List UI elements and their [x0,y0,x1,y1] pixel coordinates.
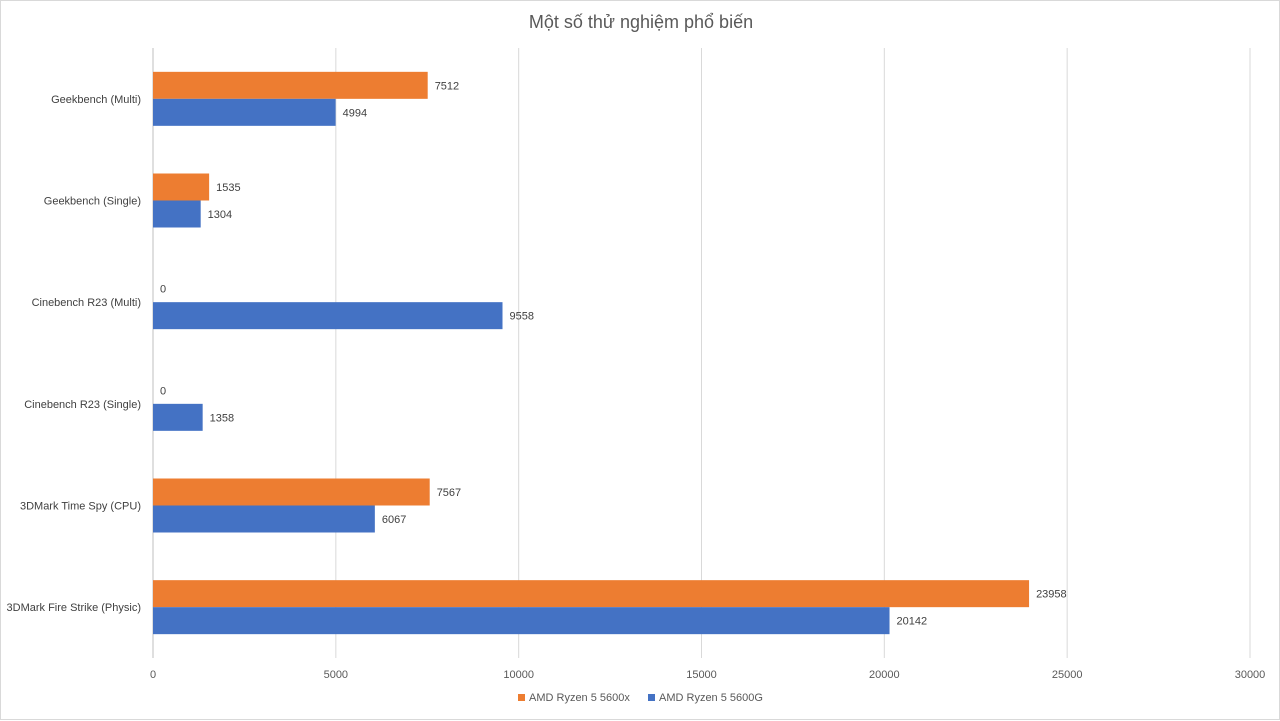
category-label: 3DMark Time Spy (CPU) [20,501,141,513]
x-tick-label: 20000 [869,669,900,681]
bar-amd-ryzen-5-5600g [153,403,203,431]
category-label: Cinebench R23 (Single) [24,399,141,411]
data-label: 9558 [510,311,534,323]
x-tick-label: 10000 [503,669,534,681]
bar-amd-ryzen-5-5600x [153,478,430,506]
x-tick-label: 5000 [324,669,348,681]
data-label: 0 [160,385,166,397]
data-label: 23958 [1036,589,1067,601]
data-label: 0 [160,284,166,296]
data-labels: 7512 4994 1535 1304 0 9558 0 1358 7567 6067 23958 2… [160,80,1067,627]
legend-label: AMD Ryzen 5 5600x [529,692,630,704]
data-label: 4994 [343,107,367,119]
legend-swatch [518,694,525,701]
data-label: 1535 [216,182,240,194]
legend-label: AMD Ryzen 5 5600G [659,692,763,704]
bar-amd-ryzen-5-5600g [153,302,503,330]
data-label: 20142 [897,616,928,628]
gridlines [152,48,1251,658]
x-tick-label: 25000 [1052,669,1083,681]
data-label: 1358 [210,412,234,424]
chart-title: Một số thử nghiệm phổ biến [529,12,753,32]
value-axis: 0 5000 10000 15000 20000 25000 30000 [150,669,1265,681]
legend: AMD Ryzen 5 5600x AMD Ryzen 5 5600G [518,692,763,704]
bar-amd-ryzen-5-5600g [153,98,336,126]
x-tick-label: 15000 [686,669,717,681]
bar-amd-ryzen-5-5600g [153,200,201,228]
bars [153,71,1030,635]
category-label: Geekbench (Single) [44,196,141,208]
bar-amd-ryzen-5-5600x [153,173,210,201]
bar-amd-ryzen-5-5600x [153,71,428,99]
data-label: 7512 [435,80,459,92]
x-tick-label: 0 [150,669,156,681]
category-label: Geekbench (Multi) [51,94,141,106]
bar-amd-ryzen-5-5600g [153,505,375,533]
data-label: 6067 [382,514,406,526]
category-label: Cinebench R23 (Multi) [32,297,141,309]
bar-amd-ryzen-5-5600g [153,607,890,635]
category-axis: Geekbench (Multi) Geekbench (Single) Cineb… [7,94,141,614]
data-label: 1304 [208,209,232,221]
x-tick-label: 30000 [1235,669,1266,681]
bar-amd-ryzen-5-5600x [153,580,1030,608]
legend-swatch [648,694,655,701]
data-label: 7567 [437,487,461,499]
category-label: 3DMark Fire Strike (Physic) [7,602,141,614]
